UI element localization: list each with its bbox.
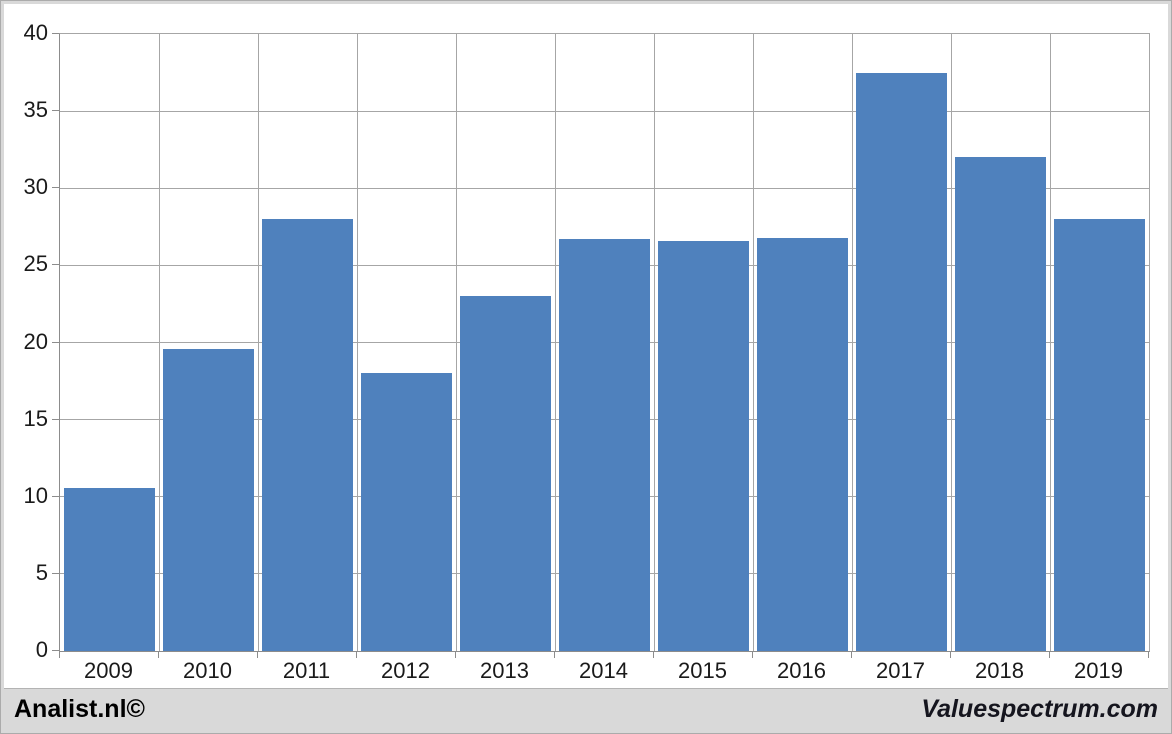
x-axis-label-2011: 2011: [282, 658, 331, 683]
x-axis-tick-6: [653, 651, 654, 658]
x-axis-label-2018: 2018: [975, 658, 1024, 683]
x-axis-tick-0: [59, 651, 60, 658]
y-axis-label-35: 35: [23, 97, 48, 123]
v-gridline-6: [653, 34, 655, 651]
x-axis-label-2017: 2017: [876, 658, 925, 683]
brand-valuespectrum: Valuespectrum.com: [921, 695, 1158, 723]
y-axis-tick-25: [52, 264, 59, 266]
bar-2016: [756, 237, 849, 651]
bar-2012: [360, 373, 453, 651]
bar-2010: [162, 348, 255, 651]
footer-bar: Analist.nl© Valuespectrum.com: [4, 688, 1168, 730]
x-axis-label-2012: 2012: [381, 658, 430, 683]
x-axis-tick-11: [1148, 651, 1149, 658]
y-axis-label-5: 5: [35, 559, 48, 585]
x-axis-tick-4: [455, 651, 456, 658]
x-axis-label-2019: 2019: [1074, 658, 1123, 683]
x-axis-label-2010: 2010: [183, 658, 232, 683]
y-axis-tick-10: [52, 495, 59, 497]
bar-2017: [855, 72, 948, 651]
y-axis-label-30: 30: [23, 174, 48, 200]
bar-2019: [1053, 219, 1146, 651]
y-axis-tick-35: [52, 110, 59, 112]
h-gridline-30: [60, 187, 1149, 189]
bar-2018: [954, 157, 1047, 651]
v-gridline-3: [356, 34, 358, 651]
x-axis-label-2014: 2014: [579, 658, 628, 683]
x-axis-tick-1: [158, 651, 159, 658]
v-gridline-7: [752, 34, 754, 651]
bar-2009: [63, 487, 156, 651]
chart-canvas: 0 5 10 15 20 25 30 35 40 2009 2010 2011 2012 2013 2014…: [4, 4, 1168, 688]
y-axis-tick-0: [52, 650, 59, 651]
y-axis-tick-5: [52, 572, 59, 574]
x-axis-tick-5: [554, 651, 555, 658]
v-gridline-4: [455, 34, 457, 651]
v-gridline-8: [851, 34, 853, 651]
x-axis-label-2015: 2015: [678, 658, 727, 683]
v-gridline-1: [158, 34, 160, 651]
h-gridline-35: [60, 110, 1149, 112]
y-axis-tick-40: [52, 33, 59, 34]
x-axis-tick-3: [356, 651, 357, 658]
x-axis-label-2013: 2013: [480, 658, 529, 683]
y-axis-label-10: 10: [23, 482, 48, 508]
y-axis-tick-20: [52, 341, 59, 343]
bar-2015: [657, 240, 750, 651]
y-axis-label-40: 40: [23, 20, 48, 45]
y-axis-tick-15: [52, 418, 59, 420]
x-axis-tick-2: [257, 651, 258, 658]
v-gridline-2: [257, 34, 259, 651]
v-gridline-5: [554, 34, 556, 651]
y-axis-tick-30: [52, 187, 59, 189]
plot-area: [59, 33, 1150, 652]
y-axis-label-25: 25: [23, 251, 48, 277]
bar-2014: [558, 239, 651, 651]
bar-2013: [459, 296, 552, 651]
x-axis-tick-7: [752, 651, 753, 658]
x-axis-tick-9: [950, 651, 951, 658]
y-axis-label-15: 15: [23, 405, 48, 431]
y-axis-label-0: 0: [35, 637, 48, 662]
v-gridline-10: [1049, 34, 1051, 651]
x-axis-label-2009: 2009: [84, 658, 133, 683]
x-axis-label-2016: 2016: [777, 658, 826, 683]
x-axis-tick-10: [1049, 651, 1050, 658]
y-axis-label-20: 20: [23, 328, 48, 354]
brand-analist: Analist.nl©: [14, 695, 145, 723]
bar-2011: [261, 219, 354, 651]
x-axis-tick-8: [851, 651, 852, 658]
v-gridline-9: [950, 34, 952, 651]
